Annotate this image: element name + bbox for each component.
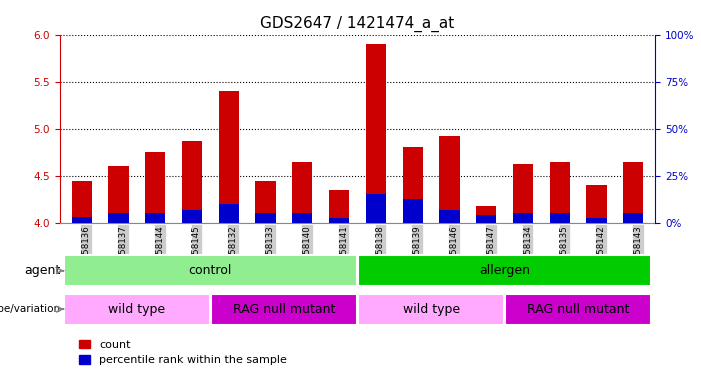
FancyBboxPatch shape (505, 294, 651, 325)
Bar (329, 190, 349, 223)
Text: GSM158137: GSM158137 (118, 225, 128, 278)
Text: GSM158136: GSM158136 (81, 225, 90, 278)
Bar (476, 206, 496, 223)
Bar (329, 218, 349, 223)
Bar (72, 217, 92, 223)
Bar (623, 162, 644, 223)
Bar (440, 136, 460, 223)
Legend: count, percentile rank within the sample: count, percentile rank within the sample (79, 339, 287, 366)
Bar (587, 185, 606, 223)
Text: GSM158134: GSM158134 (523, 225, 532, 278)
FancyBboxPatch shape (64, 294, 210, 325)
FancyBboxPatch shape (358, 255, 651, 286)
Text: RAG null mutant: RAG null mutant (233, 303, 335, 316)
Text: GSM158139: GSM158139 (413, 225, 422, 278)
Bar (366, 44, 386, 223)
Bar (550, 162, 570, 223)
Text: GSM158135: GSM158135 (560, 225, 569, 278)
Bar (550, 214, 570, 223)
Bar (440, 210, 460, 223)
Bar (402, 147, 423, 223)
Bar (513, 164, 533, 223)
Bar (255, 214, 275, 223)
Bar (109, 214, 128, 223)
Bar (219, 204, 239, 223)
Text: GSM158147: GSM158147 (486, 225, 495, 278)
Bar (476, 215, 496, 223)
Text: GSM158132: GSM158132 (229, 225, 238, 278)
Text: control: control (189, 264, 232, 277)
Text: genotype/variation: genotype/variation (0, 304, 60, 314)
Bar (219, 91, 239, 223)
FancyBboxPatch shape (64, 255, 357, 286)
Text: GSM158146: GSM158146 (449, 225, 458, 278)
Text: GSM158142: GSM158142 (597, 225, 606, 278)
Bar (587, 218, 606, 223)
FancyBboxPatch shape (358, 294, 504, 325)
Text: GSM158143: GSM158143 (634, 225, 642, 278)
Text: RAG null mutant: RAG null mutant (527, 303, 629, 316)
Bar (145, 152, 165, 223)
Bar (623, 214, 644, 223)
Bar (145, 214, 165, 223)
Bar (182, 210, 202, 223)
Text: GSM158138: GSM158138 (376, 225, 385, 278)
Title: GDS2647 / 1421474_a_at: GDS2647 / 1421474_a_at (260, 16, 455, 32)
Text: GSM158145: GSM158145 (192, 225, 201, 278)
Bar (255, 181, 275, 223)
Text: agent: agent (24, 264, 60, 277)
Bar (292, 214, 313, 223)
Bar (109, 166, 128, 223)
Bar (366, 195, 386, 223)
FancyBboxPatch shape (211, 294, 357, 325)
Text: GSM158140: GSM158140 (302, 225, 311, 278)
Bar (513, 214, 533, 223)
Text: wild type: wild type (402, 303, 460, 316)
Bar (72, 181, 92, 223)
Text: GSM158141: GSM158141 (339, 225, 348, 278)
Bar (182, 141, 202, 223)
Bar (402, 199, 423, 223)
Text: wild type: wild type (108, 303, 165, 316)
Text: allergen: allergen (479, 264, 530, 277)
Text: GSM158133: GSM158133 (266, 225, 275, 278)
Text: GSM158144: GSM158144 (155, 225, 164, 278)
Bar (292, 162, 313, 223)
